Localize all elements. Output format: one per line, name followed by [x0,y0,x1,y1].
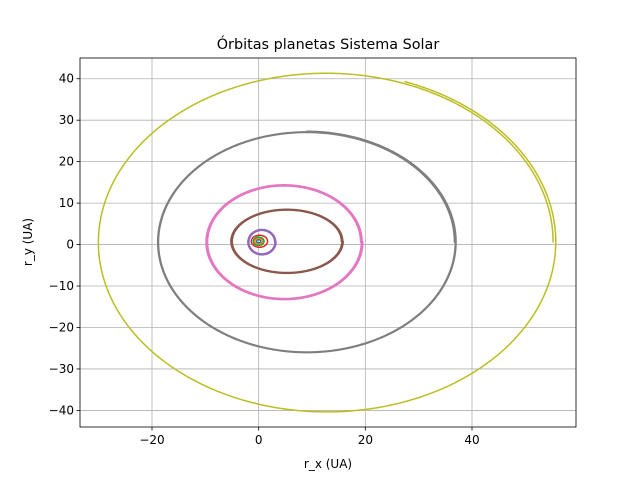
orbit-line [254,237,264,245]
orbits [97,72,557,413]
x-tick-label: 20 [358,433,373,447]
plot-frame [79,57,577,428]
x-axis-label: r_x (UA) [304,457,352,471]
y-tick-label: −20 [49,320,74,334]
chart-title: Órbitas planetas Sistema Solar [217,35,440,53]
orbit-line [156,130,457,354]
y-tick-label: 40 [59,72,74,86]
y-axis-ticks: −40 −30 −20 −10 0 10 20 30 40 [49,72,80,417]
y-tick-label: −30 [49,362,74,376]
y-tick-label: −10 [49,279,74,293]
orbit-line [247,228,277,256]
y-tick-label: 20 [59,155,74,169]
grid [80,58,576,427]
x-tick-label: 0 [255,433,263,447]
x-tick-label: 40 [464,433,479,447]
orbit-line [250,234,269,249]
orbit-line [97,72,557,413]
orbit-line [252,236,265,247]
y-tick-label: 30 [59,113,74,127]
y-tick-label: 10 [59,196,74,210]
x-tick-label: −20 [139,433,164,447]
orbit-line [255,238,262,244]
orbit-line [205,184,364,301]
y-tick-label: 0 [66,238,74,252]
x-axis-ticks: −20 0 20 40 [139,427,480,447]
orbit-line [230,208,344,275]
y-axis-label: r_y (UA) [21,218,35,266]
y-tick-label: −40 [49,403,74,417]
